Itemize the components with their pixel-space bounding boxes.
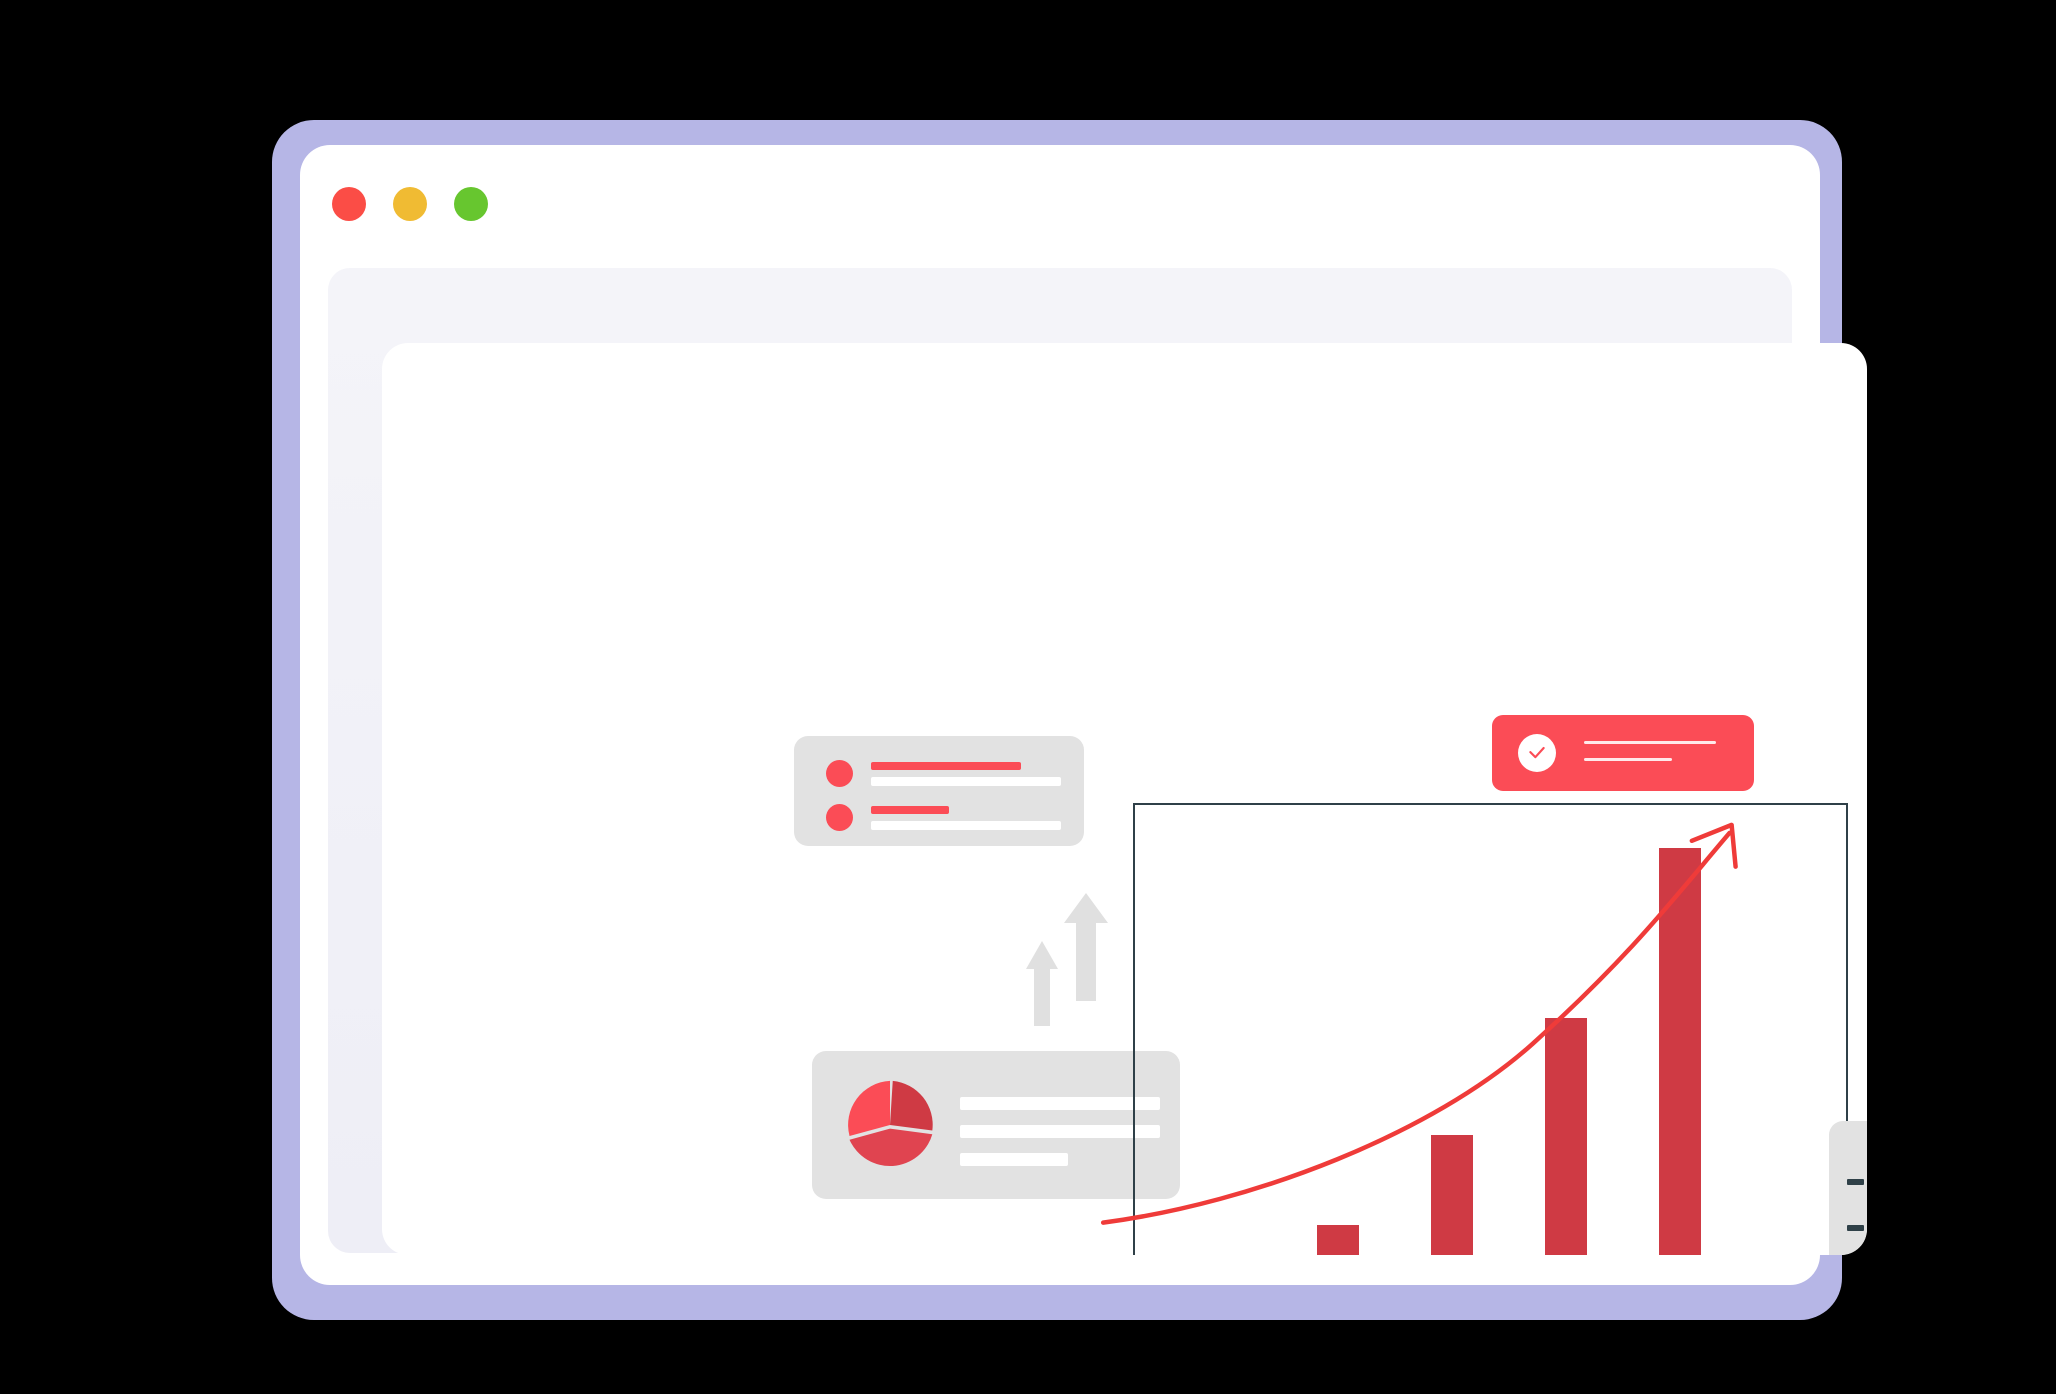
growth-arrows-icon (1012, 891, 1122, 1026)
area-widget-y-ticks (1847, 1179, 1864, 1255)
success-banner[interactable] (1492, 715, 1754, 791)
list-item[interactable] (826, 760, 1061, 787)
area-trend-widget[interactable] (1829, 1121, 1867, 1255)
growth-trend-arrow (1100, 822, 1738, 1225)
minimize-button[interactable] (393, 187, 427, 221)
main-chart-bars (1135, 805, 1846, 1255)
maximize-button[interactable] (454, 187, 488, 221)
bar (1317, 1225, 1359, 1255)
bullet-icon (826, 760, 853, 787)
pie-summary-card[interactable] (812, 1051, 1180, 1199)
pie-chart-icon (844, 1079, 936, 1171)
close-button[interactable] (332, 187, 366, 221)
dashboard-content-card (382, 343, 1867, 1255)
check-circle-icon (1518, 734, 1556, 772)
main-growth-chart (1100, 803, 1848, 1255)
bullet-icon (826, 804, 853, 831)
list-item-text (871, 805, 1061, 830)
list-item[interactable] (826, 804, 1061, 831)
banner-text-lines (1584, 741, 1716, 761)
bar (1431, 1135, 1473, 1255)
traffic-light-group (332, 187, 488, 221)
bar (1545, 1018, 1587, 1255)
list-card[interactable] (794, 736, 1084, 846)
pie-card-text-lines (960, 1097, 1160, 1166)
bar (1659, 848, 1701, 1255)
list-item-text (871, 761, 1061, 786)
